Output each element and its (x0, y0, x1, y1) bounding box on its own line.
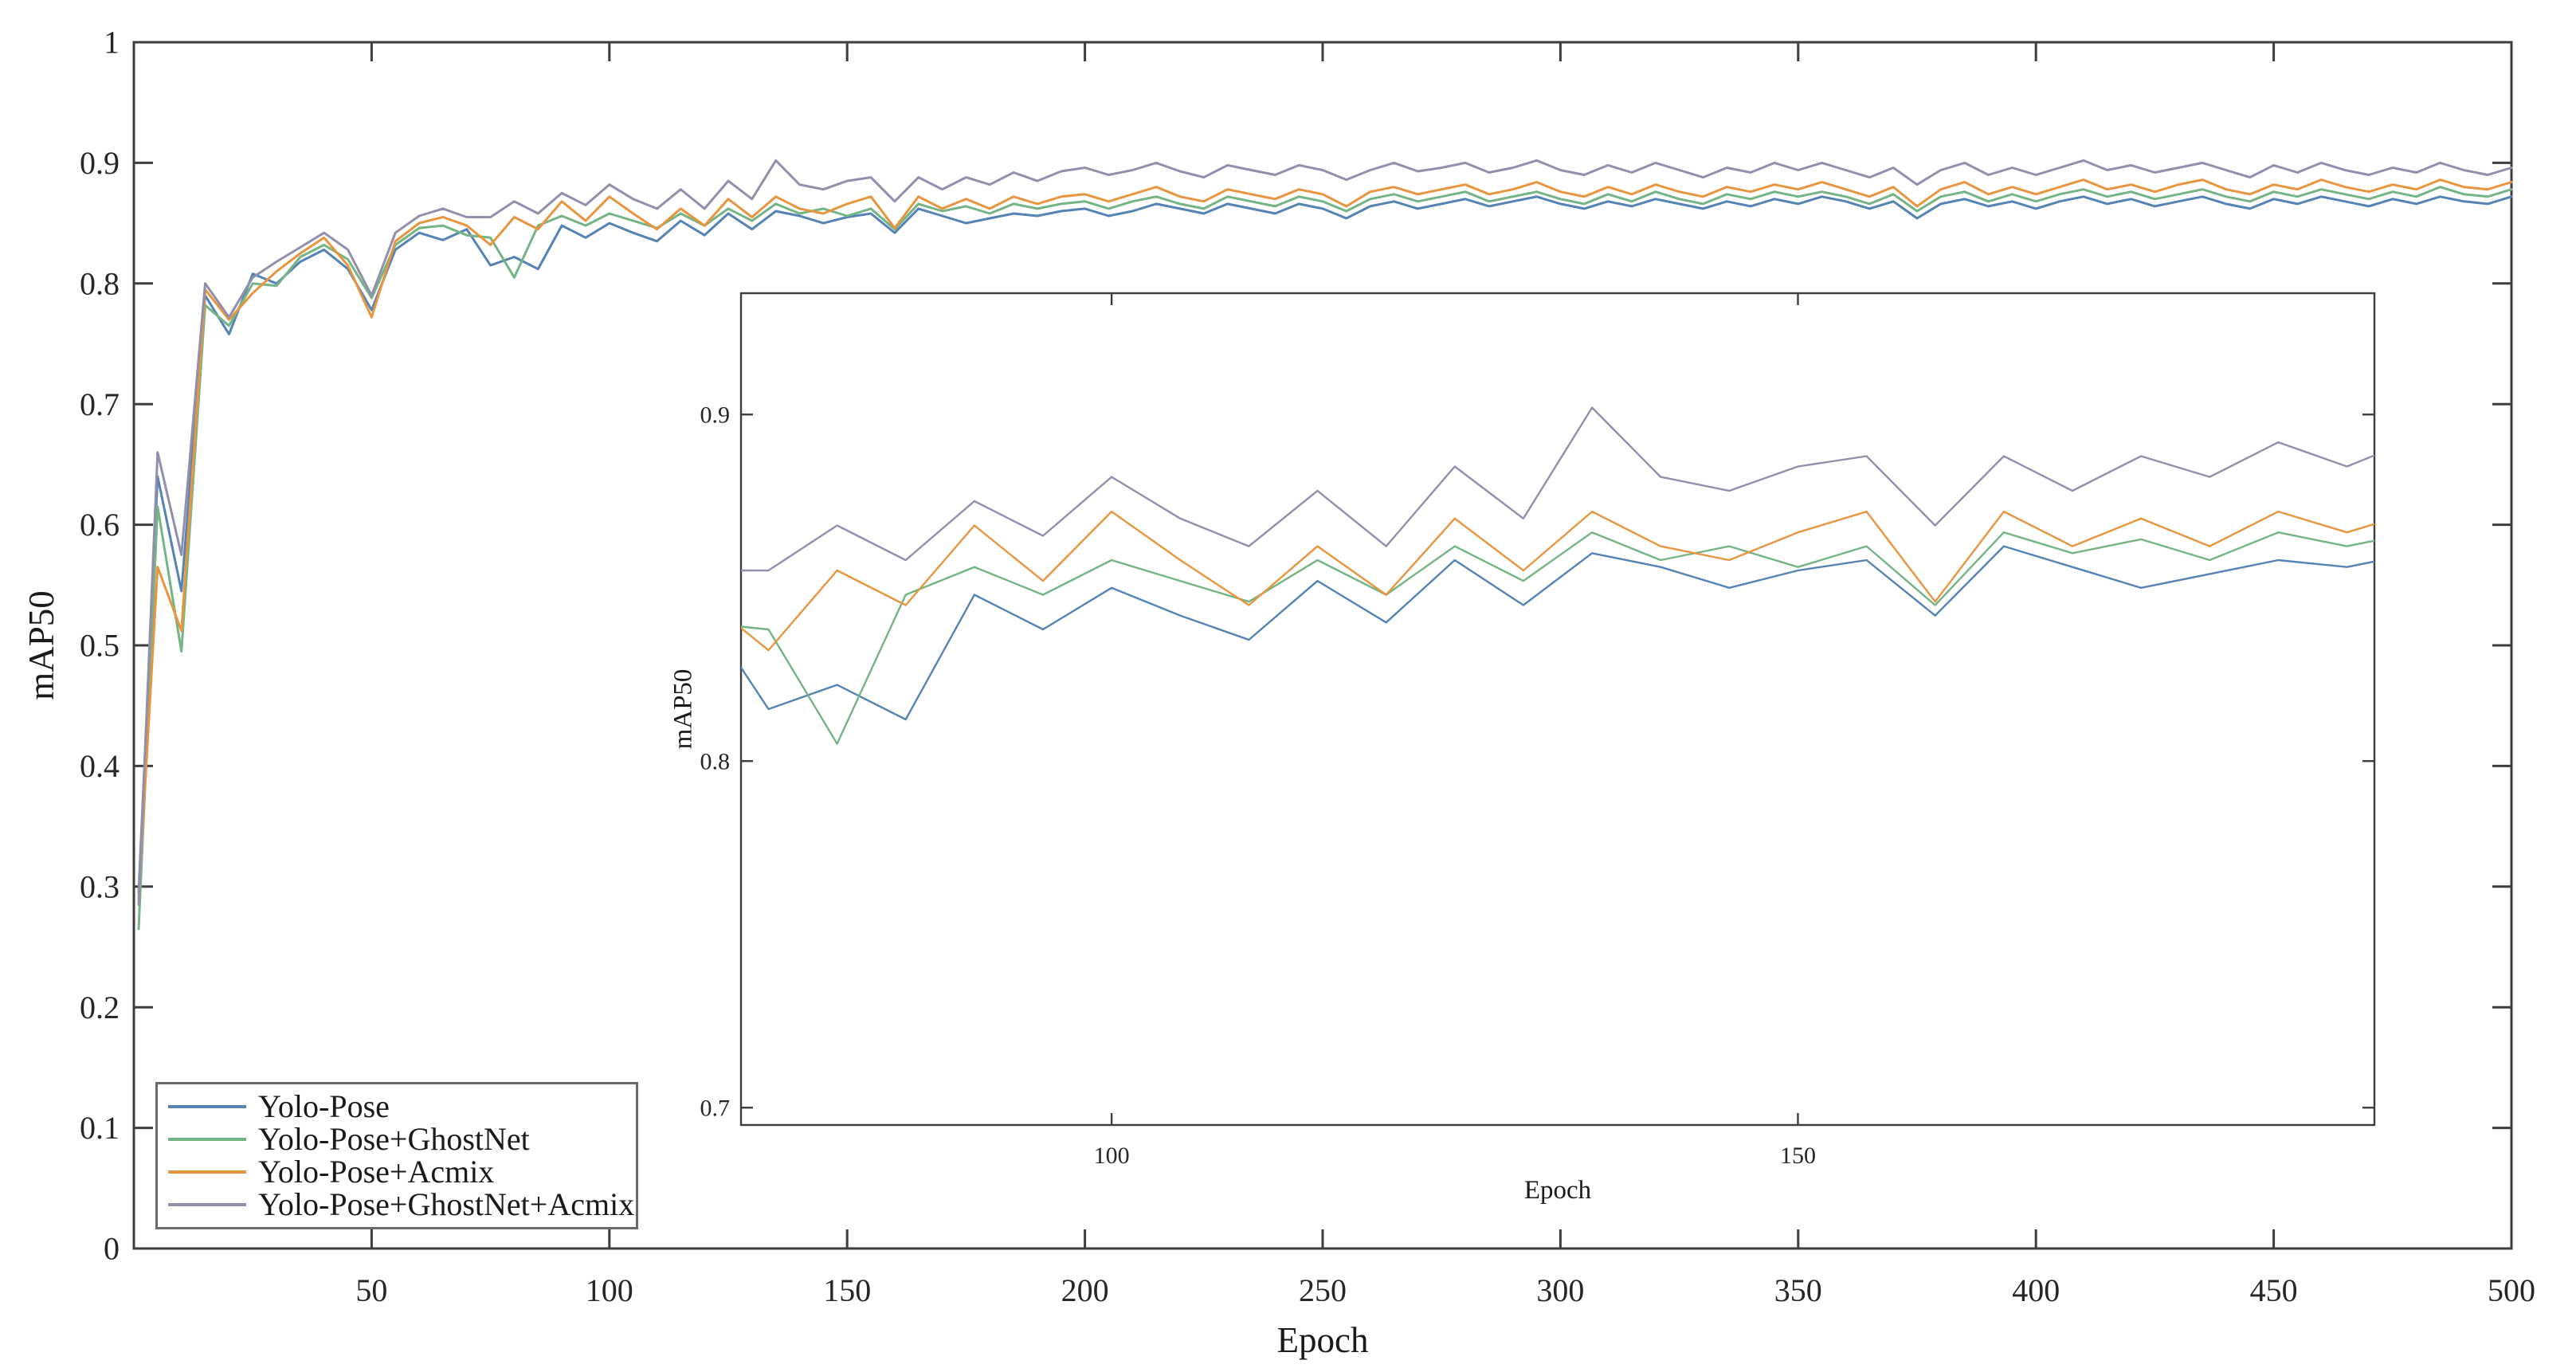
main-plot-x-tick-label: 500 (2488, 1272, 2535, 1308)
main-plot-y-tick-label: 0.3 (80, 868, 120, 904)
main-plot-y-tick-label: 0.4 (80, 748, 120, 784)
main-plot-y-tick-label: 0.8 (80, 265, 120, 301)
legend-item-yolo-pose-ghostnet: Yolo-Pose+GhostNet (158, 1123, 636, 1155)
inset-plot-x-tick-label: 100 (1094, 1143, 1130, 1169)
main-plot-y-tick-label: 0.6 (80, 507, 120, 543)
inset-plot-x-tick-label: 150 (1780, 1143, 1816, 1169)
main-plot-x-tick-label: 400 (2012, 1272, 2060, 1308)
main-plot-series-line-Yolo-Pose+GhostNet (137, 186, 2513, 931)
legend-line-sample (168, 1105, 246, 1109)
inset-plot-series-line-Yolo-Pose (741, 545, 2374, 721)
main-y-axis-label: mAP50 (22, 590, 61, 700)
main-plot-series-line-Yolo-Pose+GhostNet+Acmix (137, 159, 2513, 906)
legend-line-sample (168, 1170, 246, 1174)
legend-line-sample (168, 1138, 246, 1142)
inset-plot-series-line-Yolo-Pose+Acmix (741, 510, 2374, 652)
inset-plot-box (739, 292, 2376, 1127)
main-plot-x-tick-label: 100 (586, 1272, 633, 1308)
main-x-axis-label: Epoch (1276, 1320, 1369, 1360)
inset-y-axis-label: mAP50 (669, 668, 698, 750)
legend-label: Yolo-Pose+GhostNet+Acmix (258, 1186, 635, 1222)
main-plot-y-tick-label: 0.2 (80, 990, 120, 1025)
inset-plot-series-line-Yolo-Pose+GhostNet (741, 531, 2374, 745)
legend-label: Yolo-Pose+GhostNet (258, 1121, 530, 1158)
main-plot-y-tick-label: 0 (104, 1231, 120, 1267)
main-plot-series-line-Yolo-Pose (137, 195, 2513, 894)
legend-label: Yolo-Pose (258, 1088, 390, 1125)
legend-item-yolo-pose-ghostnet-acmix: Yolo-Pose+GhostNet+Acmix (158, 1186, 636, 1222)
main-plot-y-tick-label: 0.5 (80, 628, 120, 664)
main-plot-x-tick-label: 300 (1536, 1272, 1584, 1308)
inset-plot-series-line-Yolo-Pose+GhostNet+Acmix (741, 406, 2374, 572)
legend-box: Yolo-Pose Yolo-Pose+GhostNet Yolo-Pose+A… (155, 1082, 638, 1229)
legend-line-sample (168, 1202, 246, 1206)
inset-plot-y-tick-label: 0.9 (700, 402, 731, 428)
main-plot-y-tick-label: 0.1 (80, 1110, 120, 1146)
main-plot-x-tick-label: 150 (823, 1272, 871, 1308)
main-plot-x-tick-label: 450 (2250, 1272, 2298, 1308)
main-plot-x-tick-label: 200 (1061, 1272, 1109, 1308)
main-plot-y-tick-label: 1 (104, 25, 120, 61)
inset-plot: 100 150 0.7 0.8 0.9 (700, 292, 2376, 1169)
main-plot-x-tick-label: 250 (1299, 1272, 1347, 1308)
main-plot-series-line-Yolo-Pose+Acmix (137, 178, 2513, 900)
legend-item-yolo-pose: Yolo-Pose (158, 1091, 636, 1123)
inset-plot-y-tick-label: 0.7 (700, 1095, 731, 1121)
main-plot-x-tick-label: 350 (1774, 1272, 1822, 1308)
legend-label: Yolo-Pose+Acmix (258, 1153, 495, 1190)
inset-plot-y-tick-label: 0.8 (700, 748, 731, 774)
inset-x-axis-label: Epoch (1523, 1176, 1592, 1205)
legend-item-yolo-pose-acmix: Yolo-Pose+Acmix (158, 1153, 636, 1190)
main-plot-y-tick-label: 0.9 (80, 145, 120, 181)
main-plot-y-tick-label: 0.7 (80, 386, 120, 422)
main-plot-x-tick-label: 50 (355, 1272, 387, 1308)
